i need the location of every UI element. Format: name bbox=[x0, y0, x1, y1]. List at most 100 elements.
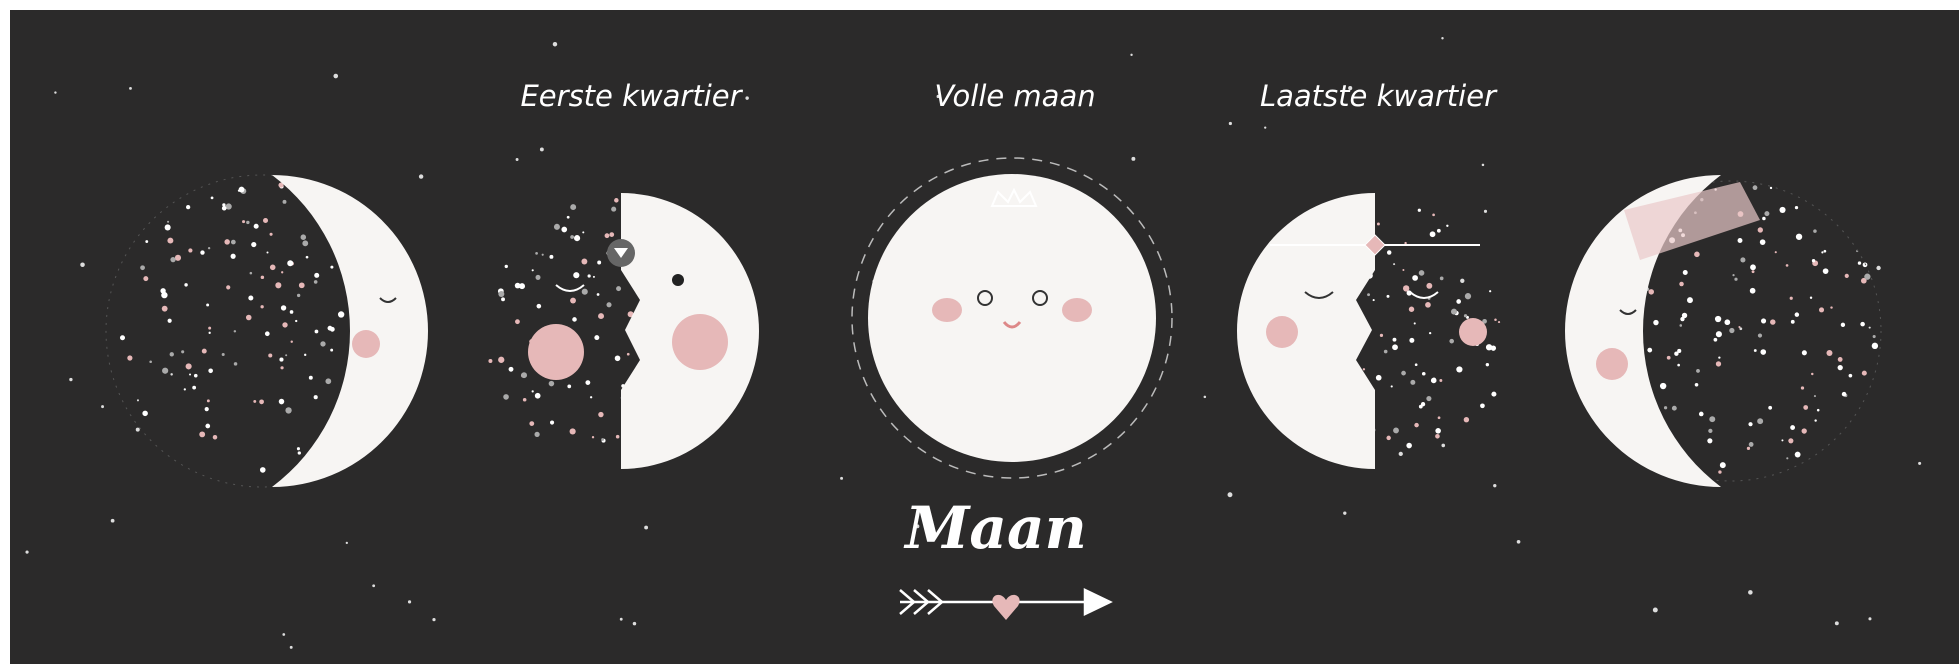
star-dot bbox=[372, 584, 376, 588]
star-dot bbox=[1379, 333, 1384, 338]
eye bbox=[379, 297, 397, 303]
star-dot bbox=[1794, 206, 1799, 210]
blush bbox=[1266, 316, 1298, 348]
star-dot bbox=[1436, 228, 1441, 233]
star-dot bbox=[1376, 222, 1380, 226]
moon-outline bbox=[1580, 180, 1882, 482]
star-dot bbox=[249, 271, 253, 275]
star-dot bbox=[1788, 438, 1794, 444]
star-dot bbox=[1781, 439, 1784, 442]
star-dot bbox=[1757, 333, 1763, 338]
star-dot bbox=[1770, 319, 1776, 325]
star-dot bbox=[167, 318, 172, 323]
star-dot bbox=[143, 276, 149, 282]
star-dot bbox=[207, 247, 211, 250]
star-dot bbox=[1861, 370, 1867, 376]
eye bbox=[1619, 309, 1637, 315]
star-dot bbox=[1687, 297, 1693, 304]
star-dot bbox=[161, 305, 168, 312]
star-dot bbox=[297, 451, 301, 455]
star-dot bbox=[246, 220, 250, 225]
star-dot bbox=[498, 290, 505, 298]
star-dot bbox=[1663, 406, 1668, 410]
star-dot bbox=[1441, 443, 1446, 448]
star-dot bbox=[1409, 337, 1415, 343]
star-dot bbox=[1826, 350, 1833, 357]
star-dot bbox=[501, 297, 505, 302]
star-dot bbox=[1809, 296, 1813, 299]
star-dot bbox=[1463, 314, 1468, 318]
star-dot bbox=[1464, 293, 1472, 300]
star-dot bbox=[221, 352, 225, 356]
star-dot bbox=[1401, 370, 1406, 376]
star-dot bbox=[1432, 213, 1435, 217]
star-dot bbox=[1485, 362, 1490, 367]
star-dot bbox=[183, 388, 186, 391]
star-dot bbox=[1862, 262, 1868, 268]
star-dot bbox=[296, 447, 300, 451]
blush bbox=[1062, 298, 1092, 322]
star-dot bbox=[192, 385, 197, 390]
star-dot bbox=[206, 399, 210, 403]
star-dot bbox=[136, 399, 139, 402]
star-dot bbox=[627, 311, 634, 318]
star-dot bbox=[1227, 492, 1233, 498]
star-dot bbox=[259, 467, 266, 473]
star-dot bbox=[304, 353, 307, 357]
star-dot bbox=[1762, 216, 1766, 221]
star-dot bbox=[260, 275, 265, 280]
star-dot bbox=[226, 285, 231, 290]
eye bbox=[1032, 290, 1048, 306]
star-dot bbox=[1822, 268, 1829, 275]
star-dot bbox=[1760, 318, 1767, 324]
hat-band bbox=[1624, 182, 1760, 260]
star-dot bbox=[1732, 274, 1735, 277]
star-dot bbox=[313, 280, 318, 284]
star-dot bbox=[1203, 395, 1207, 399]
star-dot bbox=[1406, 442, 1412, 449]
star-dot bbox=[514, 282, 521, 289]
star-dot bbox=[1450, 308, 1458, 315]
star-dot bbox=[1372, 299, 1375, 302]
star-dot bbox=[1696, 368, 1700, 373]
star-dot bbox=[1481, 163, 1485, 167]
star-dot bbox=[553, 223, 560, 230]
star-dot bbox=[1789, 296, 1793, 300]
star-dot bbox=[1790, 425, 1796, 430]
star-dot bbox=[1760, 349, 1767, 355]
star-dot bbox=[1383, 349, 1388, 354]
star-dot bbox=[573, 272, 580, 279]
star-dot bbox=[280, 366, 284, 370]
star-dot bbox=[1348, 86, 1353, 91]
star-dot bbox=[1426, 282, 1433, 289]
star-dot bbox=[1482, 318, 1487, 324]
star-dot bbox=[1840, 322, 1846, 327]
star-dot bbox=[1872, 334, 1876, 339]
star-dot bbox=[1860, 321, 1865, 327]
star-dot bbox=[142, 410, 148, 417]
star-dot bbox=[611, 206, 617, 212]
star-dot bbox=[225, 203, 232, 210]
star-dot bbox=[552, 41, 558, 47]
star-dot bbox=[302, 240, 309, 247]
star-dot bbox=[1786, 457, 1789, 460]
star-dot bbox=[1818, 307, 1825, 313]
star-dot bbox=[432, 618, 436, 622]
star-dot bbox=[529, 421, 535, 426]
star-dot bbox=[269, 232, 273, 236]
star-dot bbox=[1386, 294, 1390, 298]
moon-waxing-crescent bbox=[105, 174, 428, 488]
star-dot bbox=[1746, 446, 1751, 450]
star-dot bbox=[1516, 539, 1521, 544]
star-dot bbox=[337, 311, 345, 318]
star-dot bbox=[167, 237, 174, 244]
star-dot bbox=[330, 265, 334, 269]
half-moon bbox=[1237, 193, 1375, 469]
star-dot bbox=[222, 203, 226, 207]
star-dot bbox=[1724, 319, 1731, 326]
star-dot bbox=[210, 196, 214, 200]
star-dot bbox=[1868, 326, 1871, 329]
star-dot bbox=[287, 260, 294, 267]
star-dot bbox=[1739, 327, 1743, 331]
star-dot bbox=[282, 322, 288, 328]
